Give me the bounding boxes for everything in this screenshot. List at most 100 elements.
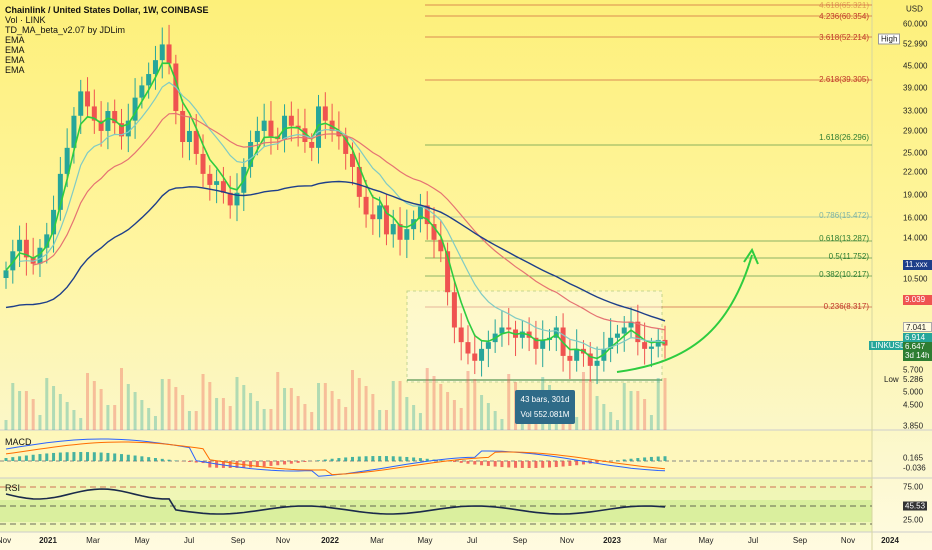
volume-bar <box>649 415 653 430</box>
candle-body <box>309 142 315 148</box>
volume-bar <box>310 412 314 430</box>
price-axis[interactable]: USD 60.000 45.000 39.000 33.000 29.000 2… <box>869 0 932 550</box>
indicator-ema-3[interactable]: EMA <box>5 55 25 65</box>
volume-bar <box>615 420 619 430</box>
indicator-volume[interactable]: Vol · LINK <box>5 15 46 25</box>
macd-histogram-bar <box>4 458 8 461</box>
candle-body <box>57 173 63 210</box>
candle-body <box>159 44 165 61</box>
candle-body <box>465 342 471 354</box>
indicator-td-ma[interactable]: TD_MA_beta_v2.07 by JDLim <box>5 25 126 35</box>
candle-body <box>506 327 512 330</box>
macd-histogram-bar <box>167 459 171 461</box>
volume-bar <box>330 391 334 430</box>
candle-body <box>71 115 77 148</box>
macd-histogram-bar <box>534 461 538 468</box>
macd-histogram-bar <box>133 455 137 461</box>
volume-bar <box>473 379 477 430</box>
macd-histogram-bar <box>228 461 232 468</box>
candle-body <box>51 209 57 235</box>
y-tick: 3.850 <box>903 421 924 431</box>
volume-bar <box>235 377 239 430</box>
macd-tick: 0.165 <box>903 453 924 463</box>
volume-bar <box>208 382 212 430</box>
volume-bar <box>181 395 185 430</box>
macd-histogram-bar <box>622 459 626 461</box>
macd-histogram-bar <box>350 456 354 461</box>
ema-line-fast-green <box>5 62 666 360</box>
macd-histogram-bar <box>106 452 110 461</box>
volume-bar <box>147 408 151 430</box>
macd-histogram-bar <box>398 456 402 461</box>
candle-body <box>343 136 349 154</box>
volume-bar <box>500 419 504 430</box>
candle-body <box>648 346 654 349</box>
volume-bar <box>79 418 83 430</box>
candle-body <box>220 181 226 193</box>
candle-body <box>458 327 464 343</box>
x-tick-label: 2022 <box>321 536 339 545</box>
ema-fast-tag: 6.914 <box>903 333 932 343</box>
macd-histogram-bar <box>568 461 572 466</box>
candle-body <box>383 205 389 235</box>
candle-countdown: 3d 14h <box>903 351 932 361</box>
candle-body <box>322 106 328 121</box>
volume-bar <box>466 371 470 430</box>
candle-body <box>316 106 322 148</box>
candle-body <box>451 292 457 328</box>
candle-body <box>377 205 383 220</box>
candle-body <box>479 348 485 361</box>
candle-body <box>207 173 213 185</box>
x-tick-label: Jul <box>747 536 759 545</box>
volume-bar <box>52 386 56 430</box>
candle-body <box>10 251 16 271</box>
candle-body <box>146 74 152 86</box>
volume-bar <box>215 398 219 430</box>
macd-signal-line <box>5 441 666 476</box>
volume-bar <box>153 416 157 430</box>
candle-body <box>485 342 491 349</box>
volume-bar <box>459 408 463 430</box>
volume-bar <box>72 410 76 430</box>
macd-histogram-bar <box>391 456 395 461</box>
candle-body <box>139 85 145 98</box>
volume-bar <box>283 388 287 430</box>
indicator-ema-4[interactable]: EMA <box>5 65 25 75</box>
macd-histogram-bar <box>486 461 490 466</box>
macd-histogram-bar <box>255 461 259 468</box>
volume-bar <box>126 384 130 430</box>
volume-bar <box>602 404 606 430</box>
x-tick-label: Sep <box>792 536 808 545</box>
volume-bar <box>432 376 436 430</box>
indicator-ema-2[interactable]: EMA <box>5 45 25 55</box>
volume-bar <box>99 389 103 430</box>
x-tick-label: 2021 <box>39 536 57 545</box>
fib-level-label: 1.618(26.296) <box>819 133 869 142</box>
y-tick: 19.000 <box>903 190 928 200</box>
y-tick: 5.700 <box>903 365 924 375</box>
candle-body <box>30 257 36 264</box>
x-tick-label: Mar <box>653 536 667 545</box>
volume-bar <box>262 409 266 430</box>
macd-histogram-bar <box>11 457 15 461</box>
indicator-ema-1[interactable]: EMA <box>5 35 25 45</box>
macd-histogram-bar <box>575 461 579 466</box>
y-tick: 22.000 <box>903 167 928 177</box>
volume-bar <box>581 372 585 430</box>
candle-body <box>302 128 308 143</box>
volume-bar <box>507 374 511 430</box>
y-tick: 10.500 <box>903 274 928 284</box>
ema-slow-tag: 11.xxx <box>903 260 932 270</box>
candle-body <box>125 120 131 137</box>
macd-histogram-bar <box>221 461 225 468</box>
y-tick: 39.000 <box>903 83 928 93</box>
macd-histogram-bar <box>289 461 293 464</box>
candle-body <box>152 60 158 75</box>
macd-histogram-bar <box>541 461 545 468</box>
fib-level-label: 0.5(11.752) <box>828 252 869 261</box>
price-tag-7041: 7.041 <box>903 322 932 332</box>
macd-histogram-bar <box>412 457 416 461</box>
macd-histogram-bar <box>364 456 368 461</box>
measurement-tooltip: 43 bars, 301d Vol 552.081M <box>515 390 575 424</box>
